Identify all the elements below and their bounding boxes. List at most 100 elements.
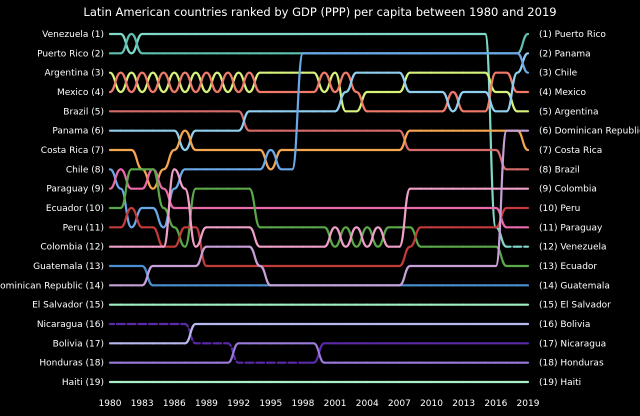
series-segment — [162, 148, 176, 171]
series-segment — [226, 71, 240, 94]
series-segment — [119, 187, 133, 229]
series-segment — [237, 71, 251, 94]
series-segment — [333, 71, 347, 94]
series-segment — [108, 71, 122, 94]
x-axis: 1980 1983 1986 1989 1992 1995 1998 2001 2004 2007… — [99, 399, 540, 409]
left-rank-label: Nicaragua (16) — [37, 320, 104, 330]
series-segment — [484, 71, 497, 113]
series-segment — [130, 206, 144, 229]
series-segment — [333, 90, 347, 113]
series-segment — [151, 226, 165, 248]
series-segment — [494, 148, 508, 171]
right-rank-label: (15) El Salvador — [539, 301, 611, 311]
series-segment — [194, 226, 208, 268]
series-segment — [194, 226, 208, 248]
series-segment — [194, 71, 208, 94]
left-rank-label: Dominican Republic (14) — [0, 281, 104, 291]
series-segment — [258, 264, 272, 287]
series-segment — [173, 71, 187, 94]
series-segment — [516, 52, 530, 74]
series-segment — [226, 342, 240, 364]
x-tick-label: 1989 — [195, 399, 218, 409]
series-segment — [141, 168, 154, 190]
right-rank-label: (3) Chile — [539, 69, 578, 79]
right-rank-label: (18) Honduras — [539, 359, 604, 369]
series-segment — [194, 245, 208, 268]
series-dominican-republic — [108, 129, 530, 287]
series-segment — [409, 226, 422, 248]
series-segment — [258, 148, 272, 171]
series-segment — [516, 129, 530, 152]
series-segment — [141, 264, 154, 287]
x-tick-label: 2019 — [517, 399, 540, 409]
series-segment — [183, 129, 197, 152]
series-segment — [291, 52, 305, 171]
series-bolivia — [108, 322, 530, 345]
series-segment — [494, 226, 508, 248]
series-segment — [183, 71, 197, 94]
series-segment — [119, 32, 133, 55]
left-rank-label: Peru (11) — [63, 223, 104, 233]
x-tick-label: 2007 — [388, 399, 411, 409]
series-ecuador — [108, 168, 530, 268]
series-segment — [248, 226, 262, 248]
x-tick-label: 1980 — [99, 399, 122, 409]
series-segment — [376, 226, 390, 248]
left-rank-label: Puerto Rico (2) — [37, 49, 104, 59]
series-segment — [323, 71, 337, 94]
series-costa-rica — [108, 129, 530, 190]
right-rank-label: (6) Dominican Republic — [539, 127, 640, 137]
right-rank-labels: (1) Puerto Rico (2) Panama (3) Chile (4) Me… — [539, 30, 640, 388]
series-segment — [130, 32, 144, 55]
series-segment — [151, 206, 165, 229]
series-segment — [119, 206, 133, 229]
right-rank-label: (9) Colombia — [539, 185, 597, 195]
right-rank-label: (2) Panama — [539, 49, 591, 59]
x-tick-label: 2004 — [356, 399, 379, 409]
series-segment — [333, 71, 347, 113]
right-rank-label: (12) Venezuela — [539, 243, 607, 253]
right-rank-label: (19) Haiti — [539, 378, 581, 388]
left-rank-label: Venezuela (1) — [42, 30, 104, 40]
series-segment — [398, 129, 412, 152]
series-segment — [162, 168, 176, 248]
x-tick-label: 1998 — [291, 399, 314, 409]
left-rank-label: Haiti (19) — [62, 378, 104, 388]
right-rank-label: (1) Puerto Rico — [539, 30, 606, 40]
series-segment — [366, 226, 380, 248]
series-mexico — [108, 71, 530, 113]
series-venezuela — [108, 32, 530, 248]
series-honduras — [108, 342, 530, 364]
right-rank-label: (14) Guatemala — [539, 281, 610, 291]
right-rank-label: (10) Peru — [539, 204, 580, 214]
right-rank-label: (16) Bolivia — [539, 320, 590, 330]
series-segment — [505, 71, 519, 113]
right-rank-label: (5) Argentina — [539, 107, 599, 117]
series-segment — [173, 168, 187, 190]
series-segment — [119, 71, 133, 94]
right-rank-label: (7) Costa Rica — [539, 146, 602, 156]
x-tick-label: 1992 — [227, 399, 250, 409]
right-rank-label: (11) Paraguay — [539, 223, 603, 233]
series-segment — [398, 264, 412, 287]
series-segment — [494, 129, 508, 268]
left-rank-label: Bolivia (17) — [53, 339, 104, 349]
series-colombia — [108, 168, 530, 248]
series-brazil — [108, 110, 530, 171]
left-rank-label: Panama (6) — [52, 127, 104, 137]
left-rank-label: Honduras (18) — [39, 359, 104, 369]
left-rank-label: Chile (8) — [66, 165, 104, 175]
left-rank-label: Ecuador (10) — [46, 204, 104, 214]
x-tick-label: 2016 — [484, 399, 507, 409]
series-segment — [312, 342, 326, 364]
series-segment — [173, 129, 187, 152]
series-segment — [355, 226, 369, 248]
x-tick-label: 2001 — [324, 399, 347, 409]
series-panama — [108, 52, 530, 152]
x-tick-label: 1986 — [163, 399, 186, 409]
series-segment — [248, 187, 262, 229]
series-segment — [505, 90, 519, 113]
left-rank-label: Colombia (12) — [40, 243, 104, 253]
series-segment — [119, 168, 133, 210]
